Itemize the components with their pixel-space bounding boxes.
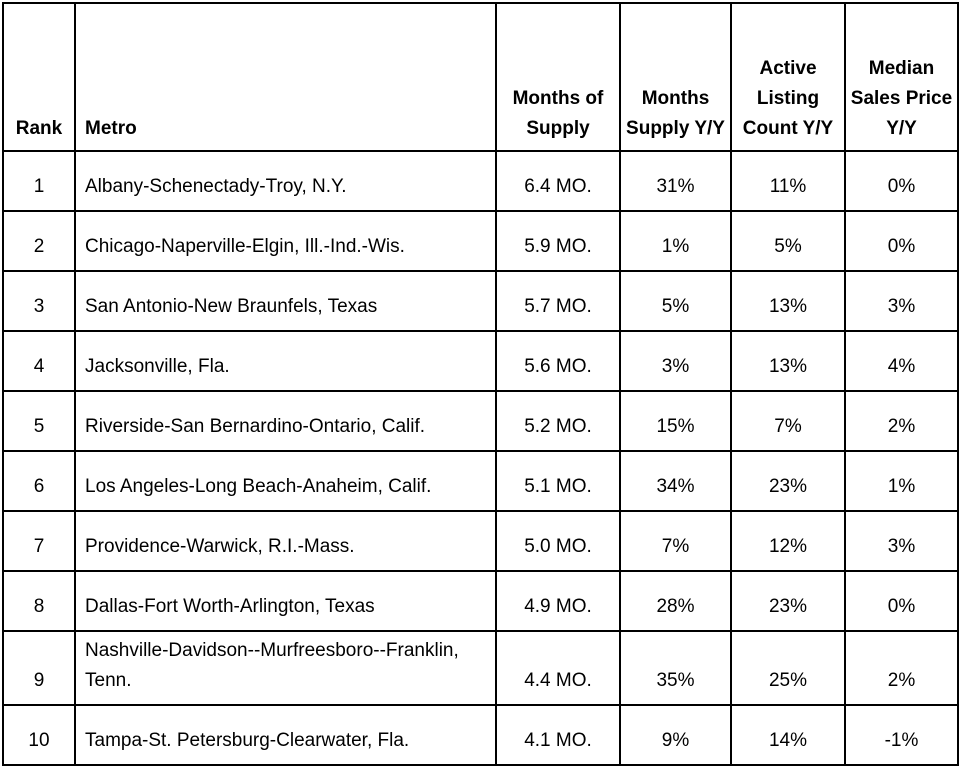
cell-active-listing-count-yy: 12% <box>730 510 846 572</box>
cell-rank: 4 <box>2 330 76 392</box>
table-row: 5 Riverside-San Bernardino-Ontario, Cali… <box>2 390 959 452</box>
cell-months-of-supply: 4.1 MO. <box>495 704 621 766</box>
table-row: 2 Chicago-Naperville-Elgin, Ill.-Ind.-Wi… <box>2 210 959 272</box>
cell-median-sales-price-yy: 0% <box>844 570 959 632</box>
col-header-rank: Rank <box>2 2 76 152</box>
cell-median-sales-price-yy: -1% <box>844 704 959 766</box>
cell-active-listing-count-yy: 11% <box>730 150 846 212</box>
table-row: 3 San Antonio-New Braunfels, Texas 5.7 M… <box>2 270 959 332</box>
cell-metro: Dallas-Fort Worth-Arlington, Texas <box>74 570 497 632</box>
cell-median-sales-price-yy: 0% <box>844 150 959 212</box>
cell-metro: Providence-Warwick, R.I.-Mass. <box>74 510 497 572</box>
cell-months-supply-yy: 7% <box>619 510 732 572</box>
header-row: Rank Metro Months of Supply Months Suppl… <box>2 2 959 152</box>
table-row: 8 Dallas-Fort Worth-Arlington, Texas 4.9… <box>2 570 959 632</box>
cell-median-sales-price-yy: 3% <box>844 510 959 572</box>
cell-median-sales-price-yy: 3% <box>844 270 959 332</box>
cell-metro: Tampa-St. Petersburg-Clearwater, Fla. <box>74 704 497 766</box>
cell-rank: 6 <box>2 450 76 512</box>
cell-months-supply-yy: 35% <box>619 630 732 706</box>
cell-months-supply-yy: 1% <box>619 210 732 272</box>
cell-rank: 10 <box>2 704 76 766</box>
cell-months-of-supply: 5.7 MO. <box>495 270 621 332</box>
cell-months-supply-yy: 31% <box>619 150 732 212</box>
cell-months-of-supply: 5.2 MO. <box>495 390 621 452</box>
cell-months-supply-yy: 3% <box>619 330 732 392</box>
cell-months-supply-yy: 28% <box>619 570 732 632</box>
cell-metro: Chicago-Naperville-Elgin, Ill.-Ind.-Wis. <box>74 210 497 272</box>
cell-metro: Riverside-San Bernardino-Ontario, Calif. <box>74 390 497 452</box>
cell-rank: 3 <box>2 270 76 332</box>
col-header-months-of-supply: Months of Supply <box>495 2 621 152</box>
cell-rank: 7 <box>2 510 76 572</box>
cell-rank: 9 <box>2 630 76 706</box>
cell-median-sales-price-yy: 2% <box>844 390 959 452</box>
table-row: 6 Los Angeles-Long Beach-Anaheim, Calif.… <box>2 450 959 512</box>
cell-rank: 2 <box>2 210 76 272</box>
cell-active-listing-count-yy: 5% <box>730 210 846 272</box>
cell-active-listing-count-yy: 23% <box>730 570 846 632</box>
cell-active-listing-count-yy: 23% <box>730 450 846 512</box>
cell-months-of-supply: 5.9 MO. <box>495 210 621 272</box>
cell-months-supply-yy: 5% <box>619 270 732 332</box>
cell-active-listing-count-yy: 13% <box>730 270 846 332</box>
table-header: Rank Metro Months of Supply Months Suppl… <box>2 2 959 152</box>
cell-median-sales-price-yy: 2% <box>844 630 959 706</box>
table-row: 10 Tampa-St. Petersburg-Clearwater, Fla.… <box>2 704 959 766</box>
table-row: 1 Albany-Schenectady-Troy, N.Y. 6.4 MO. … <box>2 150 959 212</box>
cell-months-of-supply: 4.4 MO. <box>495 630 621 706</box>
table-body: 1 Albany-Schenectady-Troy, N.Y. 6.4 MO. … <box>2 150 959 766</box>
col-header-months-supply-yy: Months Supply Y/Y <box>619 2 732 152</box>
cell-median-sales-price-yy: 0% <box>844 210 959 272</box>
table-row: 9 Nashville-Davidson--Murfreesboro--Fran… <box>2 630 959 706</box>
cell-metro: Albany-Schenectady-Troy, N.Y. <box>74 150 497 212</box>
cell-active-listing-count-yy: 7% <box>730 390 846 452</box>
col-header-median-sales-price-yy: Median Sales Price Y/Y <box>844 2 959 152</box>
col-header-active-listing-count-yy: Active Listing Count Y/Y <box>730 2 846 152</box>
cell-months-of-supply: 6.4 MO. <box>495 150 621 212</box>
cell-months-of-supply: 5.6 MO. <box>495 330 621 392</box>
cell-metro: Los Angeles-Long Beach-Anaheim, Calif. <box>74 450 497 512</box>
cell-metro: Nashville-Davidson--Murfreesboro--Frankl… <box>74 630 497 706</box>
cell-active-listing-count-yy: 14% <box>730 704 846 766</box>
cell-rank: 5 <box>2 390 76 452</box>
table-row: 7 Providence-Warwick, R.I.-Mass. 5.0 MO.… <box>2 510 959 572</box>
cell-months-supply-yy: 34% <box>619 450 732 512</box>
cell-months-of-supply: 5.1 MO. <box>495 450 621 512</box>
cell-months-of-supply: 4.9 MO. <box>495 570 621 632</box>
cell-metro: Jacksonville, Fla. <box>74 330 497 392</box>
col-header-metro: Metro <box>74 2 497 152</box>
table-row: 4 Jacksonville, Fla. 5.6 MO. 3% 13% 4% <box>2 330 959 392</box>
cell-active-listing-count-yy: 25% <box>730 630 846 706</box>
cell-active-listing-count-yy: 13% <box>730 330 846 392</box>
cell-median-sales-price-yy: 4% <box>844 330 959 392</box>
cell-months-of-supply: 5.0 MO. <box>495 510 621 572</box>
cell-metro: San Antonio-New Braunfels, Texas <box>74 270 497 332</box>
cell-months-supply-yy: 15% <box>619 390 732 452</box>
cell-rank: 1 <box>2 150 76 212</box>
cell-median-sales-price-yy: 1% <box>844 450 959 512</box>
cell-months-supply-yy: 9% <box>619 704 732 766</box>
cell-rank: 8 <box>2 570 76 632</box>
